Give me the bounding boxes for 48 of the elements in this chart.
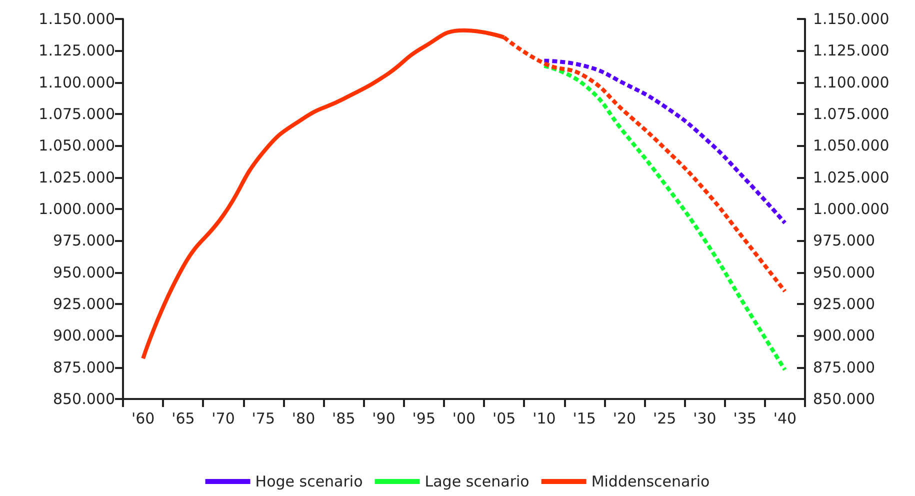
y2-tick-label: 975.000 [813, 232, 876, 250]
y2-tick-label: 1.100.000 [813, 73, 890, 92]
y-tick-label: 850.000 [52, 390, 115, 408]
x-tick-label: '65 [172, 410, 195, 428]
y2-tick-label: 1.075.000 [813, 105, 890, 123]
y2-tick-label: 1.125.000 [813, 42, 890, 60]
y-tick-label: 1.125.000 [38, 42, 115, 60]
x-tick-label: '80 [292, 410, 316, 428]
y-tick-label: 875.000 [52, 358, 115, 376]
x-tick-label: '15 [572, 410, 596, 428]
x-tick-label: '25 [652, 410, 676, 428]
line-series [542, 64, 787, 372]
legend-label: Hoge scenario [255, 472, 363, 490]
y2-tick-label: 900.000 [813, 326, 876, 345]
y-tick-label: 1.100.000 [38, 73, 115, 92]
y2-tick-label: 1.150.000 [813, 10, 890, 28]
x-tick-label: '35 [733, 410, 756, 428]
x-tick-label: '10 [532, 410, 556, 428]
x-tick-label: '60 [131, 410, 155, 428]
legend-label: Lage scenario [424, 472, 530, 490]
y2-tick-label: 850.000 [813, 390, 876, 408]
y-tick-label: 1.025.000 [38, 168, 115, 186]
y-tick-label: 900.000 [52, 326, 115, 345]
y-tick-label: 950.000 [52, 263, 115, 282]
x-tick-label: '30 [693, 410, 716, 428]
y-tick-label: 1.050.000 [38, 136, 115, 155]
y-tick-label: 1.000.000 [38, 200, 115, 218]
legend-label: Middenscenario [591, 472, 710, 490]
y2-tick-label: 925.000 [813, 295, 876, 313]
line-series [542, 58, 787, 225]
y2-tick-label: 1.025.000 [813, 168, 890, 186]
x-tick-label: '05 [492, 410, 516, 428]
x-tick-label: '20 [612, 410, 636, 428]
x-tick-label: '75 [252, 410, 276, 428]
y-tick-label: 925.000 [52, 295, 115, 313]
x-tick-label: '85 [332, 410, 356, 428]
y2-tick-label: 950.000 [813, 263, 876, 282]
x-tick-label: '95 [412, 410, 436, 428]
y-tick-label: 1.075.000 [38, 105, 115, 123]
y2-tick-label: 875.000 [813, 358, 876, 376]
x-tick-label: '70 [212, 410, 235, 428]
y-tick-label: 975.000 [52, 232, 115, 250]
y2-tick-label: 1.050.000 [813, 136, 890, 155]
x-tick-label: '00 [452, 410, 476, 428]
y-tick-label: 1.150.000 [38, 10, 115, 28]
x-tick-label: '90 [372, 410, 396, 428]
x-tick-label: '40 [773, 410, 797, 428]
y2-tick-label: 1.000.000 [813, 200, 890, 218]
